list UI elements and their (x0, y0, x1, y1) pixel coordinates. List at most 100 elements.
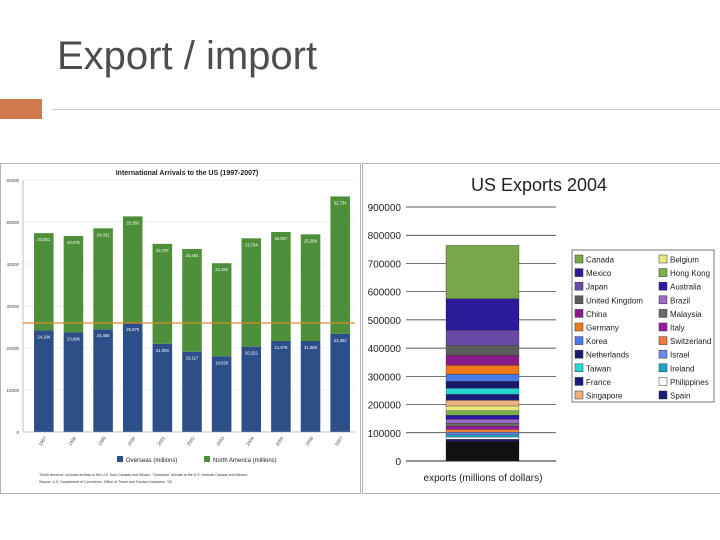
exports-y-tick-label: 600000 (368, 288, 402, 299)
arrivals-bar-label-overseas: 23,352 (334, 338, 347, 343)
exports-segment (445, 432, 520, 435)
exports-legend-swatch (574, 268, 584, 277)
arrivals-bar-north-america (93, 228, 113, 330)
exports-legend-label: Australia (670, 283, 702, 292)
title-accent-bar (0, 99, 42, 119)
exports-segment (445, 405, 520, 411)
exports-segment (445, 388, 520, 395)
exports-legend-label: China (586, 310, 607, 319)
exports-legend-label: Canada (586, 256, 615, 265)
arrivals-y-axis: 0 10000 20000 30000 40000 50000 60000 (6, 178, 24, 435)
arrivals-chart-title: International Arrivals to the US (1997-2… (116, 170, 259, 177)
exports-legend-label: Brazil (670, 296, 690, 305)
exports-legend-label: Germany (586, 324, 619, 333)
exports-segment (445, 400, 520, 407)
arrivals-bar-overseas (330, 333, 350, 432)
arrivals-bar-north-america (182, 248, 202, 352)
arrivals-x-tick-label: 2005 (275, 435, 285, 446)
exports-legend-swatch (658, 336, 668, 345)
arrivals-footnote-2: Source: U.S. Department of Commerce, Off… (39, 480, 172, 484)
exports-legend-label: Mexico (586, 269, 612, 278)
arrivals-bar-label-overseas: 18,026 (215, 360, 228, 365)
exports-y-tick-label: 500000 (368, 316, 402, 327)
legend-label-overseas: Overseas (millions) (126, 458, 177, 464)
exports-segment (445, 329, 520, 346)
arrivals-bar-north-america (152, 243, 173, 344)
exports-legend-swatch (658, 363, 668, 373)
arrivals-x-tick-label: 2006 (304, 435, 314, 446)
arrivals-bar-north-america (330, 196, 350, 334)
arrivals-bar-label-overseas: 24,466 (97, 333, 110, 338)
exports-y-tick-label: 900000 (368, 203, 402, 214)
legend-swatch-overseas (117, 456, 123, 462)
exports-segment (445, 365, 520, 375)
exports-segment (445, 410, 520, 416)
arrivals-bar-labels: 23,651 24,184 22,675 23,696 24,031 24,466 25,3… (37, 200, 347, 365)
arrivals-bar-north-america (271, 232, 291, 341)
arrivals-chart: International Arrivals to the US (1997-2… (6, 170, 355, 484)
exports-legend-swatch (658, 281, 668, 291)
exports-legend-swatch (658, 377, 668, 386)
arrivals-legend: Overseas (millions) North America (milli… (117, 456, 277, 464)
exports-legend-label: Ireland (670, 364, 694, 373)
exports-segment (445, 439, 520, 442)
arrivals-bar-overseas (63, 332, 84, 432)
exports-segment (445, 415, 520, 420)
arrivals-bar-label-overseas: 20,322 (245, 351, 258, 356)
exports-legend-swatch (658, 309, 668, 318)
exports-legend-label: Israel (670, 351, 690, 360)
exports-x-axis-label: exports (millions of dollars) (424, 473, 543, 484)
arrivals-bar-north-america (34, 233, 54, 331)
arrivals-bar-overseas (211, 356, 232, 432)
arrivals-footnote-1: "North America" includes arrivals to the… (39, 473, 248, 477)
exports-legend-label: Singapore (586, 392, 623, 401)
arrivals-bar-label-top: 23,797 (156, 248, 169, 253)
legend-label-north-america: North America (millions) (213, 458, 277, 464)
arrivals-bar-label-overseas: 23,696 (67, 336, 80, 341)
exports-segment (445, 429, 520, 433)
exports-segment (445, 373, 520, 382)
exports-y-tick-label: 200000 (368, 401, 402, 412)
exports-legend-swatch (574, 390, 584, 400)
arrivals-bar-label-overseas: 21,668 (304, 345, 317, 350)
arrivals-bar-label-top: 22,163 (215, 267, 228, 272)
arrivals-y-tick-label: 60000 (6, 178, 19, 183)
exports-legend-label: Malaysia (670, 310, 702, 319)
exports-legend-swatch (574, 322, 584, 332)
exports-legend-swatch (574, 281, 584, 291)
arrivals-y-tick-label: 20000 (6, 346, 19, 351)
exports-chart-panel: US Exports 2004 0 100000 200000 300000 40000… (362, 163, 720, 494)
arrivals-bar-label-overseas: 24,184 (37, 334, 50, 339)
exports-legend-label: Japan (586, 283, 608, 292)
exports-segment (445, 355, 520, 366)
exports-legend-swatch (574, 377, 584, 386)
exports-legend-swatch (658, 322, 668, 332)
arrivals-bar-label-top: 23,794 (245, 242, 258, 247)
exports-legend-swatch (658, 295, 668, 305)
arrivals-bar-label-top: 25,399 (304, 238, 317, 243)
exports-y-tick-label: 0 (395, 457, 401, 468)
arrivals-y-tick-label: 50000 (6, 220, 19, 225)
arrivals-bar-label-top: 24,464 (186, 253, 199, 258)
arrivals-bar-north-america (63, 235, 84, 333)
exports-y-tick-label: 400000 (368, 344, 402, 355)
arrivals-bar-label-overseas: 25,975 (126, 327, 139, 332)
exports-segment (445, 441, 520, 462)
exports-segment (445, 426, 520, 430)
exports-y-tick-label: 300000 (368, 372, 402, 383)
exports-segment (445, 298, 520, 331)
arrivals-bar-label-top: 23,651 (37, 237, 50, 242)
exports-legend-swatch (658, 268, 668, 277)
exports-legend-label: France (586, 378, 611, 387)
arrivals-bar-overseas (271, 340, 291, 432)
exports-legend-swatch (658, 390, 668, 400)
exports-chart-title: US Exports 2004 (471, 175, 607, 195)
exports-segment (445, 419, 520, 424)
exports-legend-label: Spain (670, 392, 690, 401)
arrivals-x-tick-label: 2000 (127, 435, 137, 446)
exports-legend-label: Switzerland (670, 337, 711, 346)
arrivals-bar-label-top: 24,031 (97, 232, 110, 237)
exports-legend-swatch (574, 295, 584, 305)
exports-legend-label: Korea (586, 337, 608, 346)
arrivals-bar-label-top: 25,937 (275, 236, 288, 241)
